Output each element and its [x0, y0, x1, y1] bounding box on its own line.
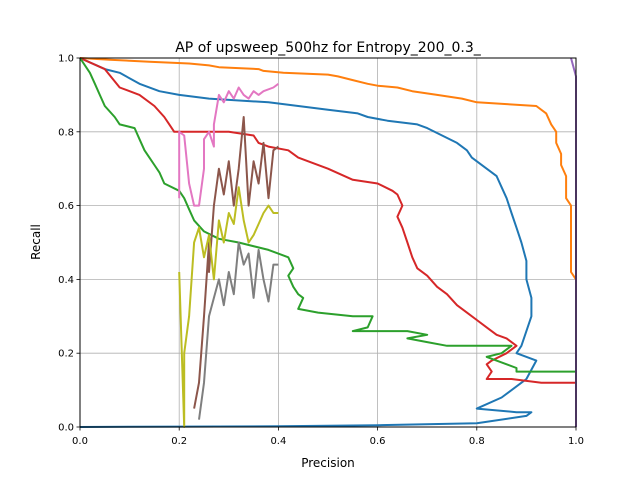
series-line-0: [79, 57, 577, 324]
y-tick-label: 0.6: [58, 201, 74, 212]
series-line-3: [79, 57, 576, 373]
x-tick-label: 1.0: [568, 436, 584, 447]
series-line-7: [178, 186, 279, 428]
plot-frame: [79, 57, 577, 428]
y-tick-label: 1.0: [58, 54, 74, 65]
series-line-6: [198, 241, 279, 420]
x-tick-label: 0.8: [469, 436, 485, 447]
x-tick-label: 0.6: [370, 436, 386, 447]
x-tick-label: 0.0: [72, 436, 88, 447]
y-axis-label: Recall: [29, 224, 43, 260]
x-tick-label: 0.2: [171, 436, 187, 447]
series-line-2: [79, 57, 576, 384]
chart-title: AP of upsweep_500hz for Entropy_200_0.3_: [175, 40, 482, 56]
y-tick-label: 0.4: [58, 275, 74, 286]
y-tick-label: 0.8: [58, 127, 74, 138]
x-axis-label: Precision: [301, 456, 355, 470]
y-tick-label: 0.2: [58, 349, 74, 360]
series-line-1: [79, 57, 538, 428]
series-line-4: [178, 82, 279, 207]
x-tick-label: 0.4: [270, 436, 286, 447]
y-tick-label: 0.0: [58, 423, 74, 434]
